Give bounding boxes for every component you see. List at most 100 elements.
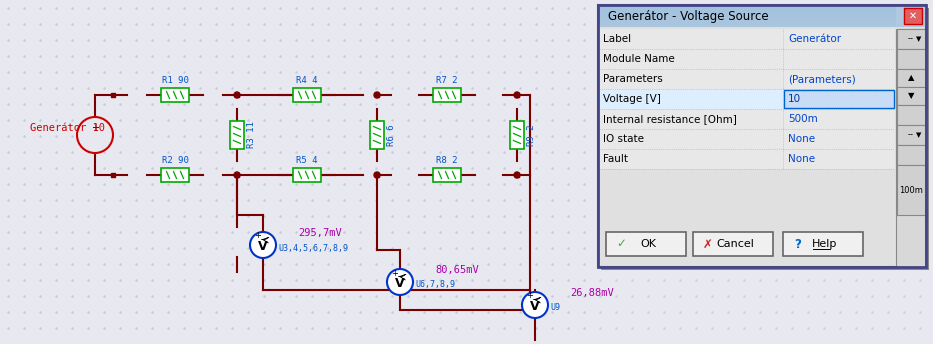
Bar	[599, 89, 895, 109]
Text: R6 6: R6 6	[387, 124, 396, 146]
Text: OK: OK	[640, 239, 656, 249]
Circle shape	[387, 269, 413, 295]
Text: Generátor 10: Generátor 10	[30, 123, 105, 133]
Bar	[598, 14, 896, 15]
Text: ▲: ▲	[908, 74, 914, 83]
Bar	[897, 29, 925, 49]
Bar	[598, 19, 896, 20]
Bar	[598, 23, 896, 24]
Bar	[598, 22, 896, 23]
Text: IO state: IO state	[603, 134, 644, 144]
Bar	[599, 109, 895, 129]
Text: +: +	[91, 123, 99, 133]
Text: ?: ?	[795, 237, 801, 250]
Bar	[897, 165, 925, 215]
Text: R7 2: R7 2	[437, 76, 458, 85]
Bar	[598, 12, 896, 13]
Bar	[598, 16, 896, 17]
Bar	[230, 121, 244, 149]
Circle shape	[374, 172, 380, 178]
FancyBboxPatch shape	[601, 8, 929, 270]
Bar	[598, 20, 896, 21]
Text: Internal resistance [Ohm]: Internal resistance [Ohm]	[603, 114, 737, 124]
Bar	[606, 232, 686, 256]
Bar	[598, 18, 896, 19]
Bar	[897, 87, 925, 105]
Circle shape	[250, 232, 276, 258]
Circle shape	[514, 92, 520, 98]
Bar	[896, 29, 925, 267]
Bar	[693, 232, 773, 256]
Text: R2 90: R2 90	[161, 156, 188, 165]
Bar	[598, 10, 896, 11]
Text: R5 4: R5 4	[297, 156, 318, 165]
Bar	[897, 49, 925, 69]
Bar	[598, 17, 896, 18]
Bar	[897, 105, 925, 125]
Circle shape	[514, 172, 520, 178]
Bar	[598, 5, 926, 27]
Text: Module Name: Module Name	[603, 54, 675, 64]
Text: R9 2: R9 2	[527, 124, 536, 146]
Text: --: --	[908, 34, 914, 43]
Text: Generátor - Voltage Source: Generátor - Voltage Source	[608, 10, 769, 22]
Text: R1 90: R1 90	[161, 76, 188, 85]
Text: (Parameters): (Parameters)	[788, 74, 856, 84]
Text: 10: 10	[788, 94, 801, 104]
Text: Generátor: Generátor	[788, 34, 842, 44]
Circle shape	[522, 292, 548, 318]
Text: ✗: ✗	[703, 237, 713, 250]
Text: None: None	[788, 154, 815, 164]
Bar	[599, 149, 895, 169]
Bar	[598, 25, 896, 26]
Bar	[783, 232, 863, 256]
Bar	[161, 88, 189, 102]
Bar	[599, 129, 895, 149]
Bar	[599, 69, 895, 89]
Text: V: V	[258, 240, 268, 253]
Text: ▼: ▼	[916, 36, 922, 42]
Bar	[897, 145, 925, 165]
Text: Fault: Fault	[603, 154, 628, 164]
Bar	[510, 121, 524, 149]
Text: U9: U9	[550, 303, 560, 312]
Bar	[293, 88, 321, 102]
Text: Label: Label	[603, 34, 631, 44]
Circle shape	[234, 172, 240, 178]
Text: None: None	[788, 134, 815, 144]
Text: 100m: 100m	[899, 185, 923, 194]
Bar	[433, 168, 461, 182]
Text: --: --	[908, 130, 914, 140]
Bar	[598, 9, 896, 10]
Text: U3,4,5,6,7,8,9: U3,4,5,6,7,8,9	[278, 244, 348, 252]
Text: ▼: ▼	[916, 132, 922, 138]
Bar	[598, 21, 896, 22]
Bar	[433, 88, 461, 102]
Bar	[370, 121, 384, 149]
Text: 80,65mV: 80,65mV	[435, 265, 479, 275]
Bar	[598, 5, 926, 267]
Text: R8 2: R8 2	[437, 156, 458, 165]
Text: Voltage [V]: Voltage [V]	[603, 94, 661, 104]
Text: ✓: ✓	[616, 237, 626, 250]
Bar	[897, 125, 925, 145]
Bar	[598, 7, 896, 8]
Text: +: +	[255, 232, 261, 240]
Text: 26,88mV: 26,88mV	[570, 288, 614, 298]
Bar	[293, 168, 321, 182]
Bar	[598, 15, 896, 16]
Text: 295,7mV: 295,7mV	[298, 228, 341, 238]
Bar	[598, 8, 896, 9]
Bar	[904, 8, 922, 24]
Bar	[598, 11, 896, 12]
Bar	[598, 13, 896, 14]
Bar	[598, 5, 896, 6]
Text: Parameters: Parameters	[603, 74, 662, 84]
Bar	[598, 24, 896, 25]
Text: 500m: 500m	[788, 114, 817, 124]
Text: ✕: ✕	[909, 11, 917, 21]
FancyBboxPatch shape	[598, 5, 926, 267]
Text: R3 11: R3 11	[247, 121, 256, 149]
Circle shape	[77, 117, 113, 153]
Text: U6,7,8,9: U6,7,8,9	[415, 280, 455, 290]
